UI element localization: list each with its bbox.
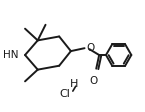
Text: O: O xyxy=(89,75,97,85)
Text: O: O xyxy=(86,43,95,53)
Text: H: H xyxy=(70,79,78,88)
Text: Cl: Cl xyxy=(60,88,70,98)
Text: HN: HN xyxy=(3,50,18,59)
